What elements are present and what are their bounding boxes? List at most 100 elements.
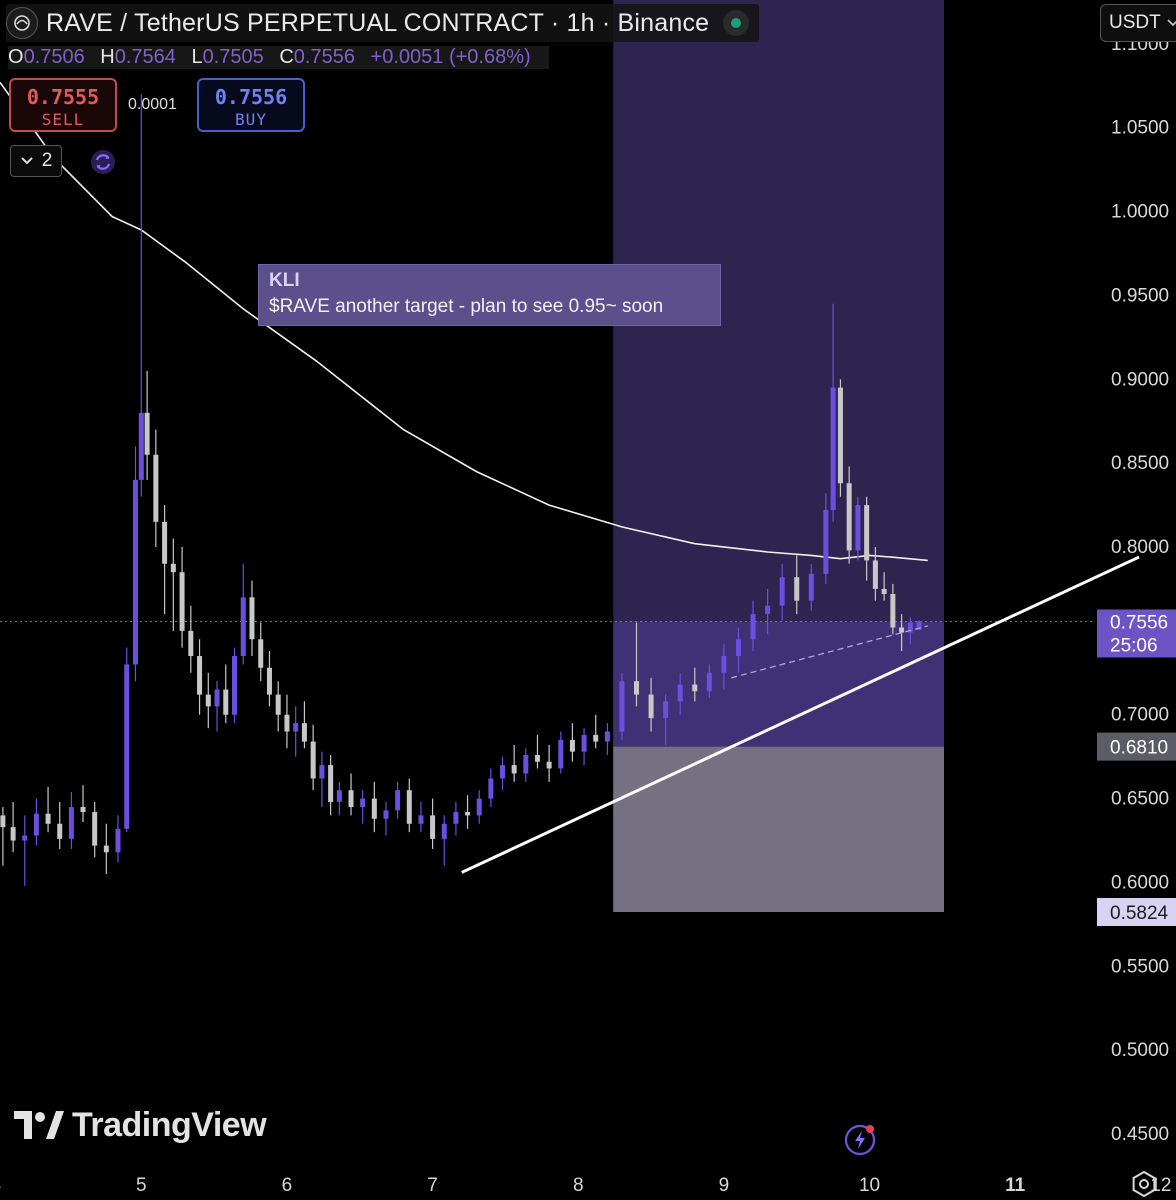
projection-dashed-line — [731, 625, 928, 679]
chevron-down-icon — [20, 157, 33, 165]
candle-body-11 — [124, 664, 130, 829]
candle-body-2 — [22, 835, 28, 841]
candle-body-71 — [779, 577, 785, 606]
candle-body-41 — [395, 790, 401, 811]
candle-body-9 — [103, 845, 109, 853]
candle-body-7 — [80, 807, 86, 813]
y-tick-label-9: 0.6000 — [1111, 872, 1169, 893]
open-key: O — [8, 46, 24, 68]
stop-price-badge — [1097, 732, 1176, 761]
candle-body-21 — [205, 694, 211, 707]
candle-body-78 — [855, 505, 861, 551]
stop-zone — [613, 746, 944, 913]
profit-zone — [613, 621, 944, 747]
x-tick-label-6: 10 — [859, 1175, 880, 1196]
candle-body-58 — [593, 734, 599, 742]
close-value: 0.7556 — [293, 46, 355, 68]
candle-body-37 — [348, 790, 354, 808]
sell-label: SELL — [41, 110, 85, 129]
candle-body-48 — [476, 798, 482, 816]
y-tick-label-4: 0.9000 — [1111, 369, 1169, 390]
candle-body-64 — [677, 684, 683, 702]
candle-body-75 — [830, 387, 836, 511]
current-price-label: 0.7556 — [1110, 612, 1168, 633]
rave-logo-icon — [6, 7, 38, 39]
y-tick-label-6: 0.8000 — [1111, 537, 1169, 558]
buy-price: 0.7556 — [214, 85, 288, 109]
candle-body-85 — [916, 621, 922, 630]
candle-body-42 — [406, 790, 412, 824]
refresh-icon[interactable] — [90, 149, 116, 175]
sell-button[interactable]: 0.7555 SELL — [9, 78, 117, 132]
candle-body-84 — [907, 622, 913, 633]
candle-body-47 — [465, 812, 471, 816]
high-value: 0.7564 — [114, 46, 176, 68]
candle-body-31 — [293, 723, 299, 732]
symbol-header[interactable]: RAVE / TetherUS PERPETUAL CONTRACT · 1h … — [6, 4, 760, 42]
y-tick-label-12: 0.4500 — [1111, 1124, 1169, 1145]
candle-body-12 — [132, 479, 138, 665]
support-trendline — [461, 555, 1140, 874]
candle-body-29 — [275, 694, 281, 715]
close-key: C — [279, 46, 294, 68]
y-tick-label-2: 1.0000 — [1111, 202, 1169, 223]
y-tick-label-1: 1.0500 — [1111, 118, 1169, 139]
x-tick-label-0: 4 — [0, 1175, 1, 1196]
candle-body-20 — [197, 656, 203, 695]
current-price-badge — [1097, 609, 1176, 658]
buy-label: BUY — [235, 110, 267, 129]
settings-gear-icon[interactable] — [1130, 1170, 1158, 1198]
candle-body-38 — [360, 798, 366, 808]
tradingview-logo: TradingView — [14, 1105, 267, 1145]
brand-name: TradingView — [72, 1105, 267, 1144]
candle-body-36 — [336, 790, 342, 802]
change-value: +0.0051 (+0.68%) — [370, 46, 531, 68]
candle-body-59 — [604, 731, 610, 742]
candle-countdown-label: 25:06 — [1110, 635, 1158, 656]
candle-body-46 — [453, 812, 459, 824]
candle-body-70 — [765, 605, 771, 615]
x-tick-label-3: 7 — [427, 1175, 438, 1196]
note-author: KLI — [269, 270, 300, 291]
high-key: H — [100, 46, 115, 68]
indicators-toggle-button[interactable]: 2 — [10, 145, 62, 177]
x-tick-label-7: 11 — [1005, 1175, 1026, 1196]
currency-select[interactable]: USDT — [1100, 4, 1176, 42]
candle-body-30 — [284, 714, 290, 732]
candle-body-6 — [68, 807, 74, 839]
candle-body-33 — [310, 741, 316, 779]
y-tick-label-3: 0.9500 — [1111, 285, 1169, 306]
tradingview-mark-icon — [14, 1111, 64, 1139]
candle-body-63 — [663, 701, 669, 719]
candle-body-77 — [846, 483, 852, 551]
note-text: $RAVE another target - plan to see 0.95~… — [269, 296, 664, 317]
x-tick-label-1: 5 — [136, 1175, 147, 1196]
candle-body-74 — [823, 510, 829, 574]
candle-body-82 — [890, 593, 896, 628]
candle-body-18 — [179, 572, 185, 631]
low-key: L — [191, 46, 203, 68]
stop-price-label: 0.6810 — [1110, 738, 1168, 759]
candle-body-66 — [706, 672, 712, 692]
candle-body-25 — [240, 597, 246, 657]
candle-body-8 — [92, 812, 98, 846]
candle-body-27 — [258, 639, 264, 668]
candle-body-57 — [581, 734, 587, 752]
chart-note[interactable]: KLI $RAVE another target - plan to see 0… — [258, 264, 721, 326]
candle-body-69 — [750, 614, 756, 640]
candle-body-73 — [808, 573, 814, 601]
x-tick-label-4: 8 — [573, 1175, 584, 1196]
candle-body-19 — [188, 630, 194, 657]
x-tick-label-2: 6 — [282, 1175, 293, 1196]
lightning-icon[interactable] — [843, 1122, 877, 1156]
candle-body-54 — [546, 761, 552, 769]
candle-body-14 — [144, 412, 150, 455]
candle-body-3 — [33, 813, 39, 836]
target-low-badge — [1097, 898, 1176, 927]
buy-button[interactable]: 0.7556 BUY — [197, 78, 305, 132]
candle-body-45 — [441, 823, 447, 839]
candle-body-32 — [301, 723, 307, 742]
candle-body-52 — [523, 755, 529, 774]
candle-body-1 — [10, 827, 16, 841]
